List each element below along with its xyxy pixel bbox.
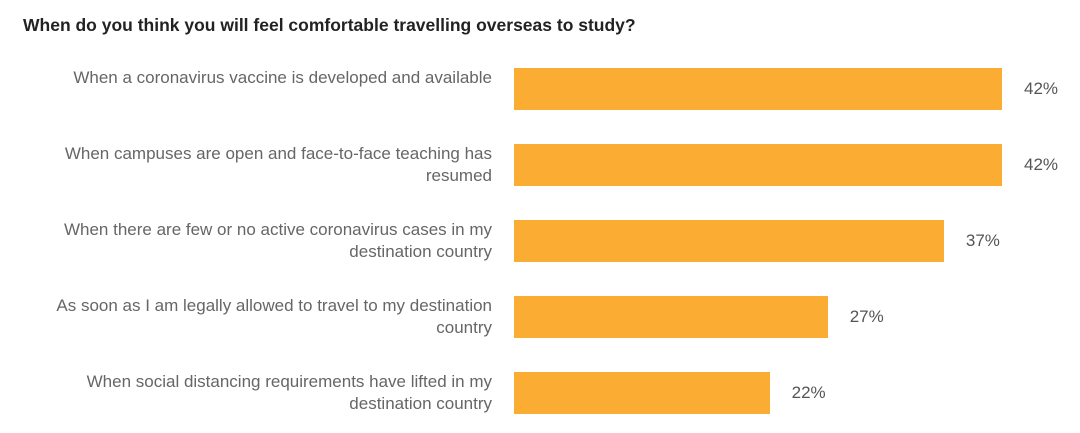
bar (514, 220, 944, 262)
bar (514, 296, 828, 338)
category-label: When there are few or no active coronavi… (63, 220, 492, 261)
value-label: 42% (1024, 155, 1059, 174)
bar (514, 372, 770, 414)
value-label: 22% (791, 383, 826, 402)
bar (514, 144, 1002, 186)
value-label: 27% (849, 307, 884, 326)
category-label: As soon as I am legally allowed to trave… (56, 296, 492, 337)
category-label: When social distancing requirements have… (86, 372, 492, 413)
category-label: When campuses are open and face-to-face … (64, 144, 492, 185)
category-label: When a coronavirus vaccine is developed … (73, 68, 492, 87)
value-label: 37% (965, 231, 1000, 250)
chart-title: When do you think you will feel comforta… (23, 15, 636, 35)
value-label: 42% (1024, 79, 1059, 98)
bar (514, 68, 1002, 110)
